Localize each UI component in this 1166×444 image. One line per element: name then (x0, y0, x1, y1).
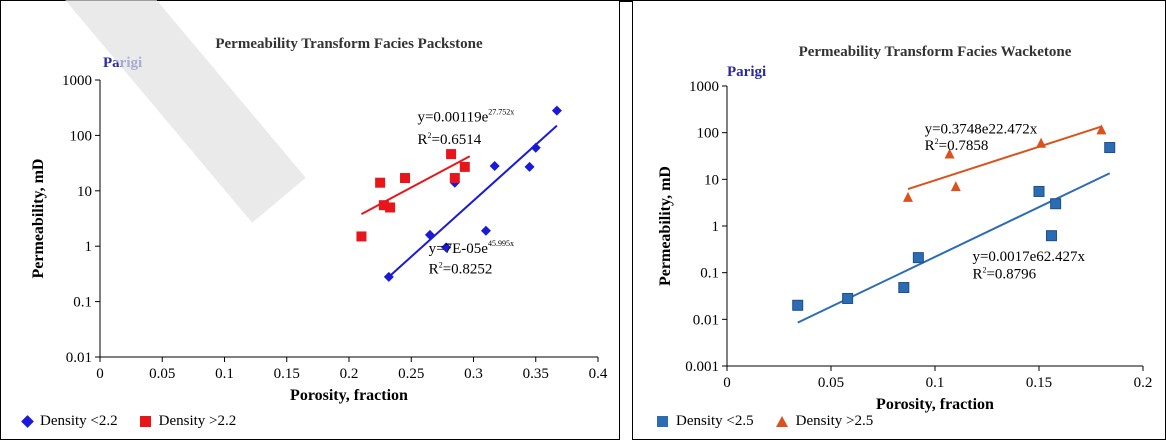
data-point-series-0 (912, 252, 924, 264)
legend-label: Density >2.5 (795, 413, 874, 429)
x-tick-label: 0.35 (523, 366, 549, 382)
x-tick-label: 0.3 (464, 366, 483, 382)
y-tick-label: 1 (85, 239, 93, 255)
legend-item-density-gt-2-5: Density >2.5 (775, 413, 874, 430)
y-tick-label: 0.01 (66, 350, 92, 366)
x-tick-label: 0.1 (926, 375, 945, 391)
y-tick-label: 0.01 (693, 312, 719, 328)
y-axis-label: Permeability, mD (657, 166, 674, 286)
data-point-series-1 (400, 173, 411, 184)
data-point-series-1 (459, 161, 470, 172)
data-point-series-1 (446, 149, 457, 160)
legend-item-density-lt-2-5: Density <2.5 (657, 413, 754, 430)
data-point-series-0 (1104, 142, 1116, 154)
chart-title: Permeability Transform Facies Packstone (215, 36, 483, 52)
x-tick-label: 0.2 (340, 366, 359, 382)
x-tick-label: 0.15 (1026, 375, 1052, 391)
red-square-marker-icon (139, 416, 151, 427)
data-point-series-1 (449, 173, 460, 184)
blue-square-marker-icon (657, 416, 668, 427)
legend-item-density-gt-2-2: Density >2.2 (139, 413, 237, 430)
data-point-series-0 (524, 161, 535, 172)
data-point-series-0 (792, 299, 804, 311)
equation-annotation: R2=0.8796 (972, 265, 1036, 282)
y-tick-label: 1000 (689, 79, 719, 95)
x-tick-label: 0.1 (215, 366, 234, 382)
data-point-series-1 (356, 231, 367, 242)
y-tick-label: 100 (70, 128, 93, 144)
data-point-series-0 (383, 271, 394, 282)
y-axis-label: Permeability, mD (30, 159, 47, 279)
y-tick-label: 10 (704, 172, 719, 188)
x-axis-label: Porosity, fraction (290, 387, 408, 404)
x-axis-label: Porosity, fraction (876, 396, 994, 413)
data-point-series-0 (1050, 198, 1062, 210)
data-point-series-0 (1045, 230, 1057, 242)
x-tick-label: 0.05 (818, 375, 844, 391)
data-point-series-0 (842, 292, 854, 304)
y-tick-label: 10 (77, 184, 92, 200)
panel-tag: Parigi (727, 64, 766, 80)
data-point-series-1 (385, 202, 396, 213)
packstone-chart-panel: Permeability Transform Facies Packstone P… (0, 0, 620, 440)
legend-item-density-lt-2-2: Density <2.2 (21, 413, 118, 430)
legend-label: Density <2.5 (676, 413, 754, 429)
chart-title: Permeability Transform Facies Wacketone (799, 44, 1072, 60)
legend-label: Density <2.2 (40, 413, 118, 429)
trendline-series-0 (388, 124, 558, 278)
data-point-series-1 (950, 181, 961, 192)
equation-annotation: y=0.00119e27.752x (417, 107, 514, 125)
x-tick-label: 0.05 (149, 366, 175, 382)
x-tick-label: 0.25 (398, 366, 424, 382)
data-point-series-0 (489, 161, 500, 172)
packstone-legend: Density <2.2 Density >2.2 (21, 413, 258, 430)
legend-label: Density >2.2 (158, 413, 237, 429)
panel-tag: Parigi (103, 55, 142, 71)
wacketone-chart: Permeability Transform Facies Wacketone P… (657, 44, 1153, 413)
y-tick-label: 0.1 (73, 295, 92, 311)
data-point-series-0 (898, 282, 910, 294)
data-point-series-0 (441, 242, 452, 253)
blue-diamond-marker-icon (21, 415, 34, 428)
data-point-series-0 (1033, 185, 1045, 197)
wacketone-legend: Density <2.5 Density >2.5 (657, 413, 895, 430)
equation-annotation: R2=0.7858 (925, 137, 989, 154)
y-tick-label: 1000 (62, 73, 92, 89)
equation-annotation: R2=0.6514 (417, 131, 481, 148)
orange-triangle-marker-icon (775, 416, 788, 427)
data-point-series-0 (480, 225, 491, 236)
data-point-series-1 (1096, 124, 1107, 135)
equation-annotation: y=0.0017e62.427x (972, 249, 1085, 265)
x-tick-label: 0.2 (1134, 375, 1153, 391)
y-tick-label: 100 (697, 126, 720, 142)
equation-annotation: y=7E-05e45.995x (429, 239, 514, 257)
x-tick-label: 0.15 (274, 366, 300, 382)
y-tick-label: 1 (712, 219, 720, 235)
equation-annotation: R2=0.8252 (429, 261, 493, 278)
equation-annotation: y=0.3748e22.472x (925, 122, 1038, 138)
trendline-series-1 (907, 125, 1102, 190)
data-point-series-1 (1036, 137, 1047, 148)
x-tick-label: 0 (723, 375, 731, 391)
packstone-chart: Permeability Transform Facies Packstone P… (30, 36, 608, 404)
data-point-series-1 (378, 200, 389, 211)
x-tick-label: 0.4 (589, 366, 608, 382)
data-point-series-1 (375, 177, 386, 188)
data-point-series-0 (530, 142, 541, 153)
data-point-series-0 (551, 105, 562, 116)
x-tick-label: 0 (96, 366, 104, 382)
data-point-series-1 (944, 148, 955, 159)
wacketone-chart-panel: Permeability Transform Facies Wacketone P… (632, 0, 1166, 440)
y-tick-label: 0.1 (700, 266, 719, 282)
data-point-series-1 (902, 191, 913, 202)
y-tick-label: 0.001 (685, 359, 719, 375)
data-point-series-0 (424, 229, 435, 240)
